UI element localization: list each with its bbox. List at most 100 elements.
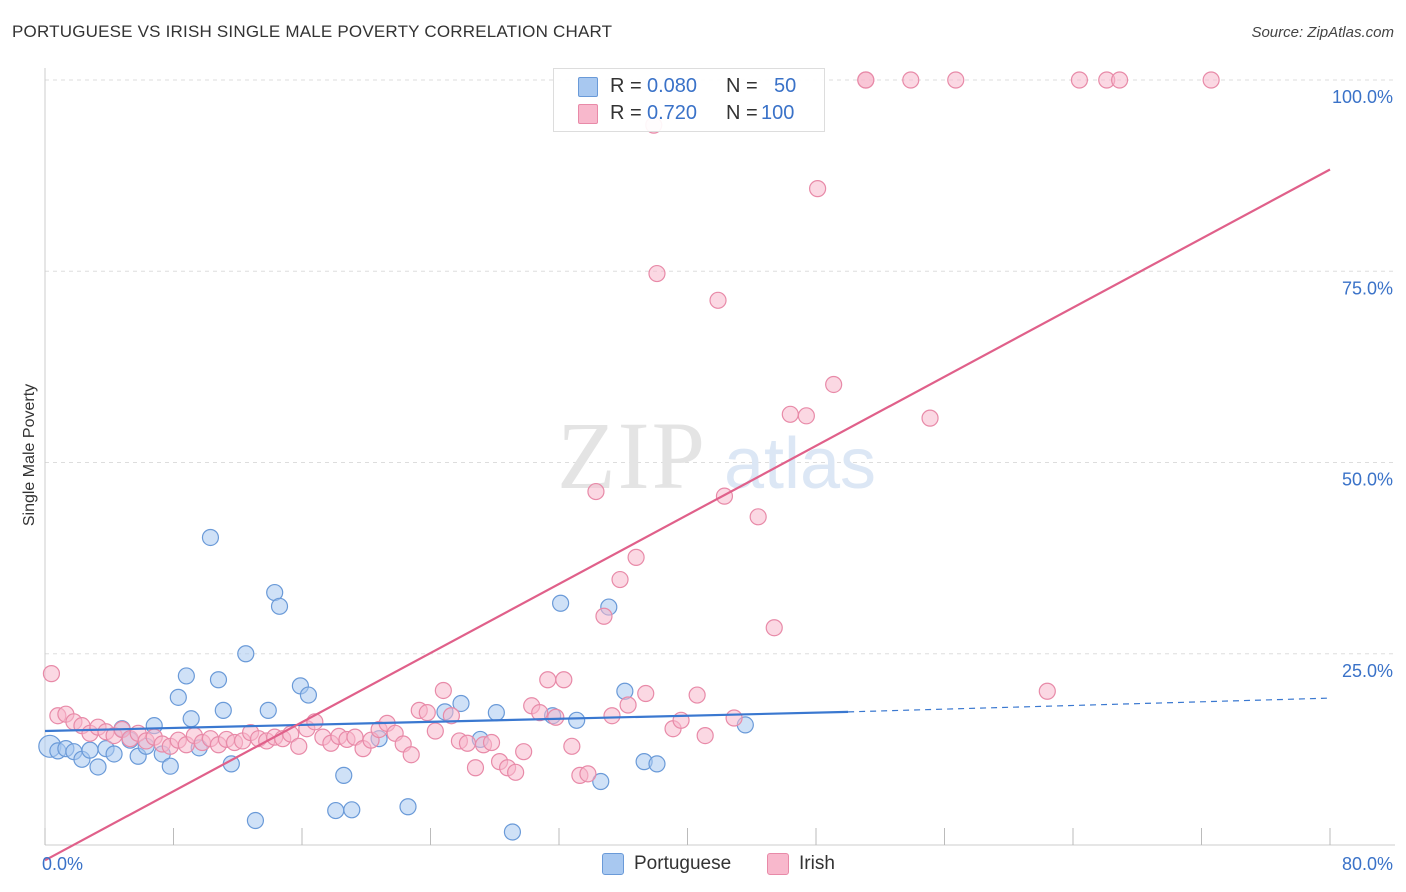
portuguese-point (214, 701, 232, 719)
portuguese-point (81, 741, 99, 759)
irish-point (402, 746, 420, 764)
portuguese-point (177, 667, 195, 685)
portuguese-point (487, 704, 505, 722)
portuguese-point (568, 711, 586, 729)
irish-point (603, 707, 621, 725)
irish-point (611, 570, 629, 589)
portuguese-n-label: N = (726, 75, 758, 97)
portuguese-swatch (578, 77, 598, 97)
portuguese-point (399, 798, 417, 816)
y-tick-label-100: 100.0% (1332, 87, 1393, 107)
watermark-atlas: atlas (724, 424, 876, 504)
irish-point (648, 264, 666, 283)
legend-portuguese: Portuguese (602, 852, 731, 876)
portuguese-r-label: R = (610, 75, 642, 97)
portuguese-n-value: 50 (774, 75, 797, 97)
portuguese-point (503, 823, 522, 841)
irish-point (442, 707, 460, 725)
watermark-zip: ZIP (557, 402, 707, 509)
irish-point (531, 704, 549, 722)
legend-portuguese-swatch (602, 853, 624, 875)
portuguese-point (182, 710, 200, 728)
portuguese-point (327, 801, 345, 820)
portuguese-point (648, 755, 666, 773)
grid-layer (45, 79, 1395, 655)
points-layer (38, 71, 1220, 841)
legend-portuguese-label: Portuguese (634, 853, 732, 874)
portuguese-point (237, 645, 255, 663)
axis-layer (44, 68, 1395, 846)
irish-point (555, 671, 573, 689)
portuguese-point (105, 745, 123, 763)
legend-irish: Irish (767, 852, 835, 876)
irish-point (809, 180, 827, 198)
irish-point (42, 665, 61, 683)
watermark: ZIP atlas (557, 402, 876, 509)
irish-swatch (578, 104, 598, 124)
irish-point (921, 409, 939, 427)
irish-point (1202, 71, 1220, 89)
irish-point (825, 375, 843, 394)
irish-point (637, 684, 655, 703)
legend-irish-swatch (767, 853, 789, 875)
stats-box: R = 0.080 N = 50 R = 0.720 N = 100 (553, 68, 825, 132)
irish-point (857, 71, 875, 89)
irish-n-value: 100 (761, 102, 795, 124)
chart-title: PORTUGUESE VS IRISH SINGLE MALE POVERTY … (12, 22, 613, 41)
irish-point (426, 722, 444, 740)
irish-point (725, 709, 743, 727)
irish-point (539, 671, 557, 689)
portuguese-point (201, 528, 220, 547)
portuguese-point (343, 801, 361, 819)
tick-label-layer: 25.0% 50.0% 75.0% 100.0% 0.0% 80.0% (42, 87, 1393, 874)
portuguese-point (552, 594, 570, 612)
series-irish (42, 71, 1220, 784)
irish-point (434, 681, 452, 700)
portuguese-point (89, 758, 107, 776)
y-tick-label-50: 50.0% (1342, 470, 1393, 490)
portuguese-point (335, 766, 353, 784)
irish-point (619, 696, 637, 714)
portuguese-point (246, 811, 265, 830)
irish-point (797, 407, 815, 425)
x-tick-label-80: 80.0% (1342, 854, 1393, 874)
irish-point (1110, 71, 1129, 89)
portuguese-r-value: 0.080 (647, 75, 698, 97)
irish-point (563, 737, 581, 755)
portuguese-point (161, 757, 179, 775)
portuguese-trend-extension (848, 697, 1331, 713)
irish-point (696, 727, 714, 745)
portuguese-point (169, 688, 187, 706)
portuguese-point (259, 701, 277, 719)
irish-point (688, 686, 706, 704)
portuguese-trend-line (44, 710, 849, 733)
portuguese-point (592, 772, 610, 791)
irish-point (1070, 71, 1089, 89)
legend-irish-label: Irish (799, 853, 835, 874)
irish-point (507, 763, 525, 781)
irish-point (595, 607, 613, 625)
irish-point (587, 482, 605, 501)
irish-point (418, 704, 436, 722)
irish-trend-line (44, 168, 1331, 862)
irish-point (781, 405, 799, 423)
irish-point (749, 508, 767, 526)
irish-point (579, 765, 597, 783)
chart-source: Source: ZipAtlas.com (1251, 24, 1394, 41)
y-tick-label-75: 75.0% (1342, 278, 1393, 298)
irish-point (290, 737, 308, 755)
irish-point (482, 733, 501, 752)
x-tick-label-0: 0.0% (42, 854, 83, 874)
portuguese-point (270, 597, 289, 615)
irish-r-label: R = (610, 102, 642, 124)
irish-point (902, 71, 920, 89)
irish-point (765, 619, 783, 637)
irish-point (1038, 682, 1056, 700)
series-portuguese (38, 528, 754, 841)
portuguese-point (452, 694, 470, 713)
irish-r-value: 0.720 (647, 102, 698, 124)
y-tick-label-25: 25.0% (1342, 661, 1393, 681)
portuguese-point (209, 671, 228, 689)
irish-point (709, 291, 727, 309)
